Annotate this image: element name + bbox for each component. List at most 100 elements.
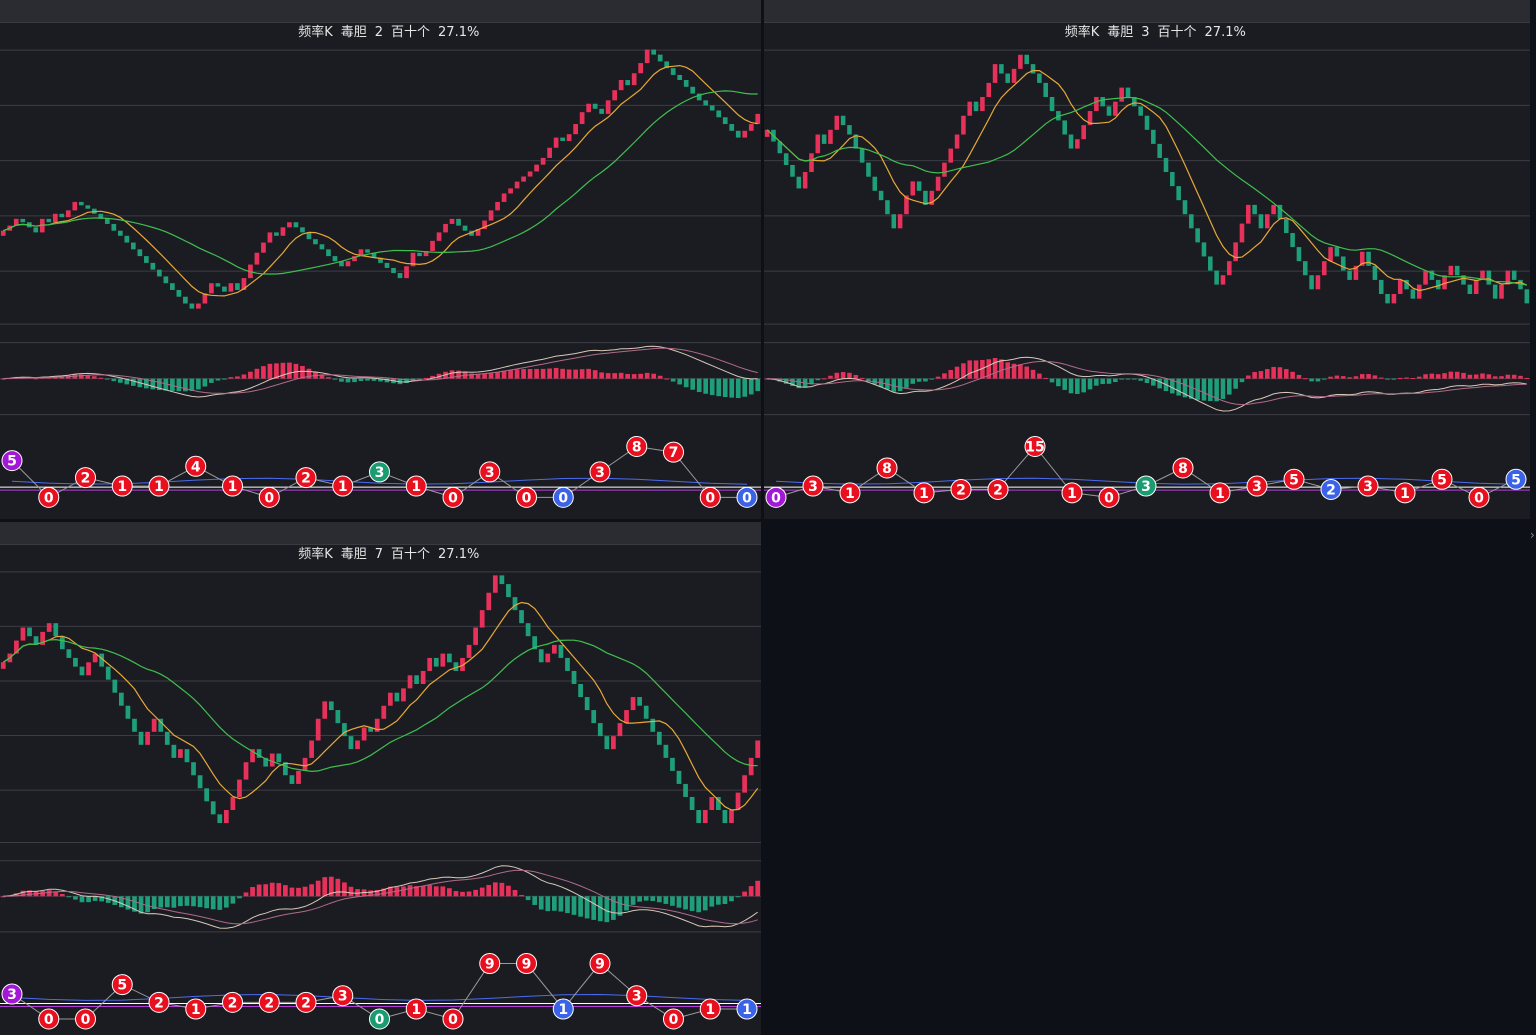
macd-bar	[514, 369, 520, 379]
macd-bar	[834, 372, 840, 379]
candlestick	[492, 575, 498, 593]
macd-bar	[790, 378, 795, 387]
macd-bar	[1448, 371, 1454, 379]
macd-bar	[973, 360, 979, 379]
digit-ball	[1024, 436, 1046, 458]
chart-panel-1[interactable]: 频率K 毒胆 2 百十个 27.1% 5 0 2 1 1 4 1 0 2 1 3 1 0 3 0 0 3 8 7 0 0	[0, 0, 761, 519]
digit-ball	[75, 1008, 96, 1030]
chart-panel-3[interactable]: 频率K 毒胆 7 百十个 27.1% 3 0 0 5 2 1 2 2 2 3 0 1 0 9 9 1 9 3 0 1 1	[0, 522, 761, 1035]
candlestick	[315, 718, 321, 741]
macd-bar	[1106, 378, 1112, 384]
macd-bar	[85, 375, 91, 379]
horizontal-divider[interactable]	[0, 519, 1536, 522]
candlestick	[241, 278, 247, 290]
digit-ball	[516, 486, 537, 508]
macd-bar	[1416, 376, 1422, 379]
candlestick	[13, 218, 19, 226]
candlestick	[1321, 261, 1327, 276]
candlestick	[65, 210, 71, 218]
candlestick	[401, 688, 406, 702]
candlestick	[151, 718, 157, 732]
candlestick	[287, 222, 292, 228]
digit-ball	[295, 467, 317, 489]
candlestick	[755, 113, 761, 125]
candlestick	[486, 592, 492, 611]
candlestick	[430, 240, 435, 252]
macd-bar	[27, 890, 32, 897]
candlestick	[20, 627, 26, 641]
candlestick	[33, 227, 39, 233]
macd-bar	[289, 887, 295, 897]
candlestick	[1049, 96, 1055, 112]
digit-ball	[332, 475, 354, 497]
macd-bar	[1423, 374, 1428, 379]
candlestick-chart-1[interactable]: 5 0 2 1 1 4 1 0 2 1 3 1 0 3 0 0 3 8 7 0 0	[0, 22, 761, 519]
candlestick	[322, 701, 328, 719]
macd-bar	[584, 896, 590, 919]
macd-bar	[501, 370, 507, 379]
candlestick	[196, 303, 201, 309]
macd-bar	[170, 378, 175, 391]
resize-handle-icon[interactable]: ›	[1530, 528, 1535, 542]
macd-bar	[1195, 378, 1200, 400]
macd-bar	[138, 896, 144, 914]
trend-line	[11, 993, 748, 1001]
macd-bar	[1454, 371, 1460, 379]
macd-bar	[605, 373, 611, 379]
macd-bar	[130, 378, 136, 386]
digit-label: 3	[1363, 479, 1373, 495]
candlestick	[1258, 214, 1264, 229]
candlestick	[473, 627, 478, 645]
macd-bar	[703, 378, 709, 394]
indicator-value: 2	[374, 25, 384, 40]
candlestick	[514, 181, 520, 189]
candlestick	[611, 736, 616, 750]
macd-bar	[722, 378, 728, 398]
candlestick	[178, 749, 183, 758]
candlestick	[20, 218, 26, 223]
macd-bar	[1499, 376, 1504, 379]
macd-bar	[1176, 378, 1181, 396]
digit-label: 9	[522, 957, 532, 973]
digit-label: 1	[117, 479, 127, 495]
macd-bar	[230, 896, 236, 904]
candlestick-chart-3[interactable]: 3 0 0 5 2 1 2 2 2 3 0 1 0 9 9 1 9 3 0 1 1	[0, 544, 761, 1035]
digit-label: 1	[338, 479, 348, 495]
macd-bar	[676, 896, 682, 908]
candlestick	[715, 796, 721, 811]
candlestick	[328, 701, 334, 711]
digit-label: 2	[228, 995, 238, 1011]
macd-bar	[183, 378, 188, 392]
macd-bar	[586, 368, 591, 379]
vertical-divider[interactable]	[761, 0, 764, 1035]
indicator-percent: 27.1%	[438, 25, 480, 40]
candlestick	[59, 213, 65, 218]
candlestick	[553, 137, 559, 148]
macd-bar	[897, 378, 903, 392]
candlestick	[164, 731, 170, 745]
candlestick	[527, 171, 533, 177]
candlestick	[1182, 200, 1188, 215]
chart-panel-2[interactable]: 频率K 毒胆 3 百十个 27.1% 0 3 1 8 1 2 2 15 1 0 3 8 1 3 5 2 3 1 5 0 5	[764, 0, 1530, 519]
digit-ball	[332, 985, 354, 1007]
macd-bar	[248, 371, 253, 379]
candlestick	[683, 783, 688, 797]
candlestick	[443, 223, 448, 233]
digit-label: 8	[632, 440, 642, 456]
candlestick	[506, 584, 511, 598]
candlestick	[1442, 275, 1447, 290]
indicator-label: 毒胆	[340, 25, 367, 40]
candlestick	[872, 176, 878, 191]
digit-ball	[699, 998, 721, 1020]
macd-bar	[670, 378, 676, 382]
candlestick	[558, 644, 564, 658]
candlestick	[345, 261, 351, 267]
macd-bar	[525, 896, 531, 901]
digit-ball	[75, 467, 96, 489]
digit-ball	[950, 478, 972, 500]
digit-label: 0	[375, 1012, 385, 1028]
candlestick	[644, 49, 650, 64]
candlestick	[1524, 289, 1530, 304]
macd-bar	[689, 896, 695, 911]
